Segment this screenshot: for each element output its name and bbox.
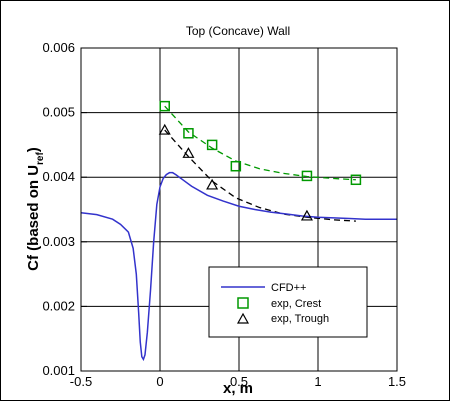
x-tick-label: -0.5 (70, 374, 92, 389)
y-axis-label-main: Cf (based on U (25, 165, 42, 271)
grid-layer (81, 48, 397, 371)
y-tick-label: 0.004 (42, 169, 75, 184)
x-axis-label: x, m (223, 380, 253, 397)
x-tick-label: 1.5 (388, 374, 406, 389)
y-tick-label: 0.003 (42, 234, 75, 249)
y-axis-label: Cf (based on Uref) (25, 147, 46, 271)
trough-marker (158, 123, 171, 135)
crest-marker (301, 170, 313, 182)
trough-marker (206, 178, 219, 190)
legend: CFD++ exp, Crest exp, Trough (208, 266, 368, 338)
fit-line-4 (164, 129, 356, 222)
x-tick-label: 1 (314, 374, 321, 389)
y-tick-label: 0.005 (42, 105, 75, 120)
legend-label-trough: exp, Trough (271, 313, 329, 325)
x-tick-label: 0.5 (230, 374, 248, 389)
y-axis-label-subscript: ref (35, 152, 46, 165)
tick-layer: -0.5 0 0.5 1 1.5 0.001 0.002 0.003 0.004 0.005 0.0… (42, 40, 406, 389)
fit-line-3 (164, 105, 356, 181)
y-axis-label-close: ) (25, 147, 42, 152)
x-tick-label: 0 (156, 374, 163, 389)
y-tick-label: 0.006 (42, 40, 75, 55)
legend-marker-trough (236, 312, 250, 324)
crest-marker (350, 174, 362, 186)
crest-marker (159, 100, 170, 112)
crest-marker (183, 128, 194, 139)
legend-label-cfd: CFD++ (271, 282, 306, 294)
plot-border (80, 47, 398, 372)
trough-marker (182, 147, 195, 158)
y-tick-label: 0.001 (42, 363, 75, 378)
plot-layer (81, 100, 397, 362)
chart-title: Top (Concave) Wall (186, 24, 290, 38)
crest-marker (206, 139, 218, 151)
legend-marker-crest (237, 297, 249, 309)
trough-marker (300, 209, 313, 221)
y-tick-label: 0.002 (42, 298, 75, 313)
series-line-cfd (81, 171, 397, 362)
crest-marker (230, 160, 242, 172)
legend-label-crest: exp, Crest (271, 298, 321, 310)
legend-box (208, 266, 368, 338)
